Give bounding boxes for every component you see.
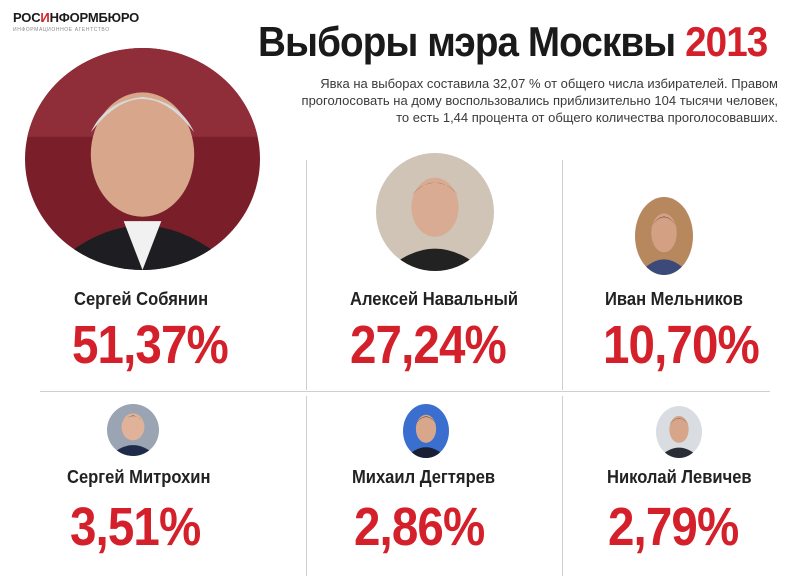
candidate-name: Михаил Дегтярев: [352, 467, 496, 487]
candidate-percent: 2,79%: [608, 497, 739, 557]
candidate-percent: 27,24%: [350, 315, 507, 375]
candidate-name: Николай Левичев: [607, 467, 752, 487]
candidate-percent: 10,70%: [603, 315, 760, 375]
row-divider: [40, 391, 770, 392]
candidate-photo-levichev: [656, 406, 702, 458]
candidate-photo-degtyarev: [403, 404, 449, 458]
candidate-name: Иван Мельников: [605, 289, 743, 309]
candidate-photo-sobyanin: [25, 48, 260, 270]
candidate-percent: 51,37%: [72, 315, 229, 375]
candidate-photo-navalny: [376, 153, 494, 271]
candidate-name: Алексей Навальный: [350, 289, 519, 309]
logo-wordmark: РОСИНФОРМБЮРО: [13, 10, 140, 25]
candidate-photo-melnikov: [635, 197, 693, 275]
page-title: Выборы мэра Москвы 2013: [258, 18, 768, 65]
column-divider-1: [306, 160, 307, 390]
candidate-percent: 2,86%: [354, 497, 485, 557]
title-year: 2013: [685, 18, 768, 65]
logo-subtitle: ИНФОРМАЦИОННОЕ АГЕНТСТВО: [13, 27, 110, 33]
logo: РОСИНФОРМБЮРО ИНФОРМАЦИОННОЕ АГЕНТСТВО: [13, 10, 143, 40]
column-divider-3: [306, 396, 307, 576]
candidate-photo-mitrokhin: [107, 404, 159, 456]
candidate-name: Сергей Митрохин: [67, 467, 211, 487]
turnout-note: Явка на выборах составила 32,07 % от общ…: [301, 76, 778, 125]
candidate-name: Сергей Собянин: [74, 289, 209, 309]
candidate-percent: 3,51%: [70, 497, 201, 557]
column-divider-4: [562, 396, 563, 576]
column-divider-2: [562, 160, 563, 390]
